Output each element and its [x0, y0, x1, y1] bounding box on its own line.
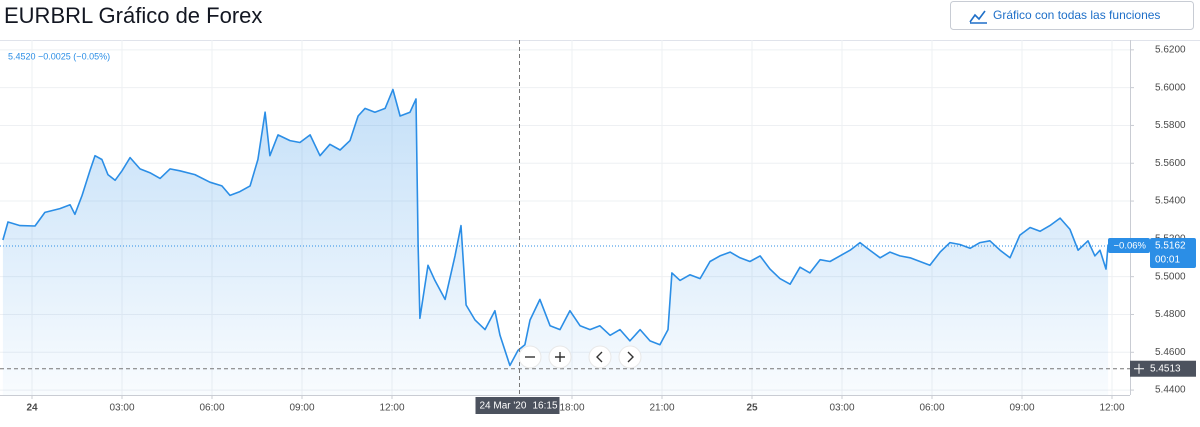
- area-fill: [2, 89, 1109, 395]
- y-tick-label: 5.6000: [1155, 82, 1186, 93]
- crosshair-time-label: 16:15: [533, 401, 558, 412]
- x-tick-label: 03:00: [829, 403, 854, 414]
- x-tick-label: 06:00: [199, 403, 224, 414]
- y-tick-label: 5.5000: [1155, 271, 1186, 282]
- x-tick-label: 06:00: [919, 403, 944, 414]
- full-chart-button[interactable]: [950, 1, 1194, 30]
- x-tick-label: 09:00: [1009, 403, 1034, 414]
- legend: 5.4520 −0.0025 (−0.05%): [8, 51, 110, 61]
- page-title: EURBRL Gráfico de Forex: [4, 3, 262, 28]
- countdown-label: 00:01: [1155, 255, 1180, 266]
- y-tick-label: 5.5600: [1155, 158, 1186, 169]
- y-tick-label: 5.5800: [1155, 120, 1186, 131]
- y-tick-label: 5.5400: [1155, 196, 1186, 207]
- price-line: [2, 88, 1109, 367]
- x-tick-label: 12:00: [1099, 403, 1124, 414]
- crosshair-price-badge: [1130, 360, 1196, 377]
- change-label: −0.06%: [1114, 241, 1147, 252]
- y-tick-label: 5.4800: [1155, 309, 1186, 320]
- x-tick-label: 18:00: [559, 403, 584, 414]
- x-tick-label: 24: [26, 403, 38, 414]
- crosshair-icon: [1134, 363, 1144, 374]
- last-price-label: 5.5162: [1155, 241, 1186, 252]
- price-badge: [1150, 238, 1196, 269]
- x-tick-label: 03:00: [109, 403, 134, 414]
- chart-icon: [969, 10, 987, 24]
- left-icon: [596, 351, 603, 363]
- change-badge: [1108, 238, 1150, 254]
- x-tick-label: 09:00: [289, 403, 314, 414]
- plus-icon: [555, 352, 565, 362]
- scroll-left-button[interactable]: [588, 345, 612, 369]
- x-tick-label: 25: [746, 403, 758, 414]
- x-tick-label: 21:00: [649, 403, 674, 414]
- y-tick-label: 5.4600: [1155, 347, 1186, 358]
- y-tick-label: 5.6200: [1155, 44, 1186, 55]
- crosshair-date-label: 24 Mar '20: [480, 401, 527, 412]
- right-icon: [627, 351, 634, 363]
- button-label[interactable]: Gráfico con todas las funciones: [993, 8, 1160, 22]
- scroll-right-button[interactable]: [618, 345, 642, 369]
- crosshair-time-badge: [475, 397, 560, 414]
- crosshair-price-label: 5.4513: [1150, 363, 1181, 374]
- x-tick-label: 12:00: [379, 403, 404, 414]
- zoom-controls: [518, 345, 642, 369]
- y-tick-label: 5.4400: [1155, 385, 1186, 396]
